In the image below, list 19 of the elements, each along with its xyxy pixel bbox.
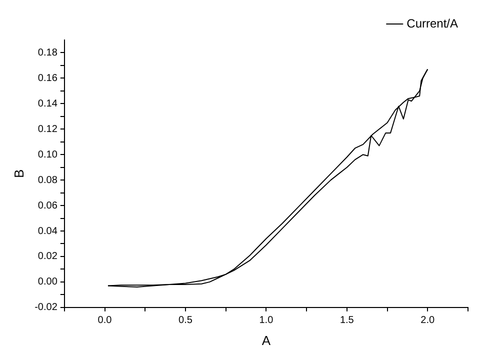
y-tick-label: -0.02 [34,302,58,314]
y-axis-title: B [11,169,26,178]
y-tick-label: 0.06 [38,200,58,212]
y-tick-label: 0.14 [38,98,58,110]
y-tick-label: 0.08 [38,174,58,186]
y-tick-label: 0.04 [38,226,58,237]
x-tick-label: 0.0 [98,315,112,326]
x-tick-label: 2.0 [420,315,436,326]
y-tick-label: 0.00 [38,276,58,288]
legend-label: Current/A [406,16,458,30]
x-tick-label: 1.5 [340,315,354,326]
y-tick-label: 0.12 [38,124,58,135]
x-axis-title: A [262,332,271,348]
y-tick-label: 0.10 [38,149,58,160]
y-tick-label: 0.16 [38,72,58,84]
x-tick-label: 1.0 [259,315,274,326]
y-tick-label: 0.18 [38,47,58,58]
y-tick-label: 0.02 [38,251,58,262]
x-tick-label: 0.5 [178,315,193,326]
